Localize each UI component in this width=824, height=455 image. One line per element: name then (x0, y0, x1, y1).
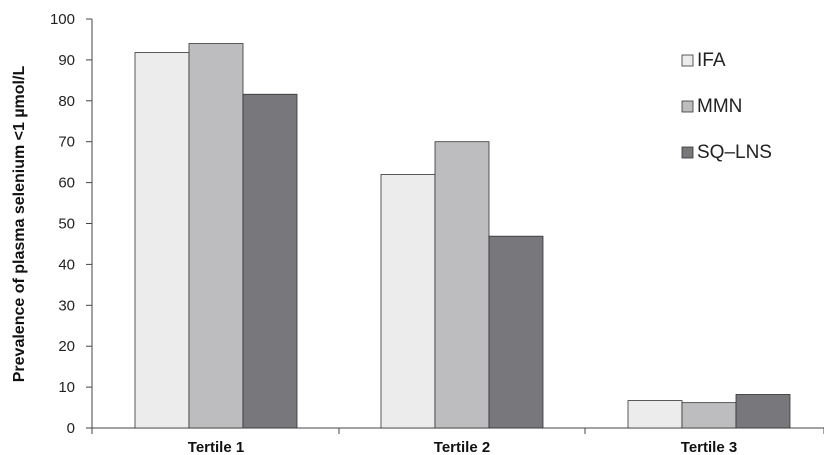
legend-label: MMN (697, 96, 742, 117)
x-tick-label: Tertile 1 (188, 439, 244, 455)
y-tick-label: 80 (58, 93, 75, 110)
bar-ifa-tertile-3 (627, 400, 683, 429)
legend-label: SQ–LNS (697, 142, 772, 163)
y-tick-label: 40 (58, 256, 75, 273)
y-tick-label: 20 (58, 338, 75, 355)
bar-ifa-tertile-1 (134, 52, 190, 429)
bar-mmn-tertile-1 (188, 43, 244, 429)
y-axis-label-group: Prevalence of plasma selenium <1 µmol/L (11, 66, 28, 383)
legend-swatch (681, 100, 694, 113)
legend-swatch (681, 54, 694, 67)
bar-mmn-tertile-3 (681, 402, 737, 429)
bar-sq-lns-tertile-1 (242, 93, 298, 429)
bar-sq-lns-tertile-3 (735, 394, 791, 429)
legend-swatch (681, 146, 694, 159)
y-tick-label: 70 (58, 134, 75, 151)
x-tick-label: Tertile 2 (434, 439, 490, 455)
y-tick-label: 90 (58, 52, 75, 69)
bar-mmn-tertile-2 (434, 141, 490, 429)
y-ticks: 0 10 20 30 40 50 60 70 80 90 100 (50, 11, 92, 437)
bar-sq-lns-tertile-2 (488, 235, 544, 429)
bars (134, 43, 791, 429)
legend: IFA MMN SQ–LNS (681, 50, 772, 163)
y-tick-label: 30 (58, 297, 75, 314)
y-tick-label: 50 (58, 216, 75, 233)
legend-label: IFA (697, 50, 726, 71)
x-tick-labels: Tertile 1 Tertile 2 Tertile 3 (188, 439, 737, 455)
y-tick-label: 0 (67, 420, 75, 437)
y-tick-label: 100 (50, 11, 75, 28)
y-tick-label: 10 (58, 379, 75, 396)
y-tick-label: 60 (58, 175, 75, 192)
y-axis-label: Prevalence of plasma selenium <1 µmol/L (11, 66, 28, 383)
bar-ifa-tertile-2 (380, 174, 436, 429)
x-tick-label: Tertile 3 (681, 439, 737, 455)
